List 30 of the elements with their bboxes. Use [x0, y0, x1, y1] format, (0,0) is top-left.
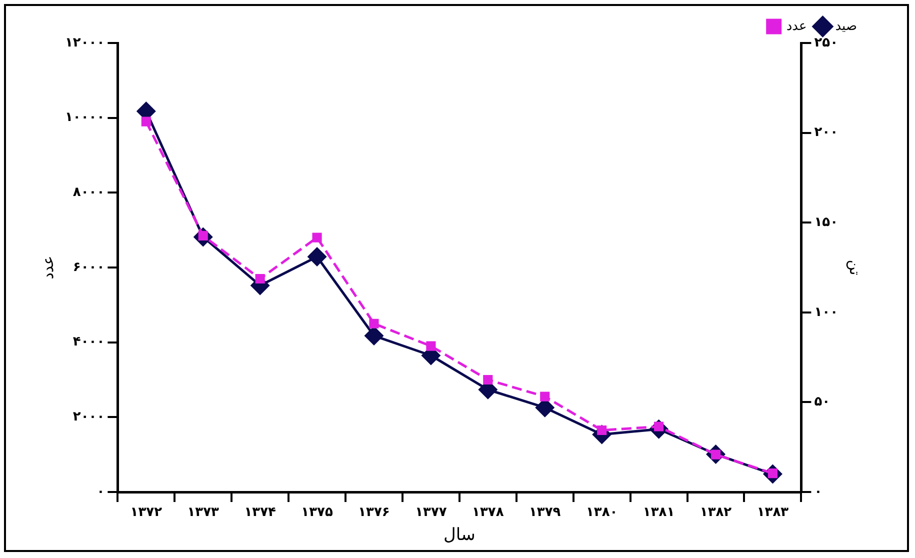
y2-tick-label: ۱۵۰: [814, 214, 838, 230]
x-tick-label: ۱۳۷۳: [187, 505, 220, 520]
legend-label: عدد: [786, 18, 807, 34]
x-tick-label: ۱۳۷۵: [301, 505, 333, 520]
x-axis-title: سال: [444, 525, 476, 546]
x-tick-label: ۱۳۷۷: [415, 505, 447, 520]
x-tick-label: ۱۳۷۶: [358, 505, 390, 520]
y-tick-label: ۸۰۰۰: [72, 185, 105, 200]
y-tick-label: ۰: [96, 484, 105, 500]
x-tick-label: ۱۳۸۳: [756, 505, 789, 520]
y-tick-label: ۲۰۰۰: [72, 410, 105, 425]
x-tick-label: ۱۳۸۱: [642, 505, 675, 520]
y2-tick-label: ۰: [814, 484, 822, 500]
y-tick-label: ۴۰۰۰: [72, 334, 105, 350]
y2-tick-label: ۵۰: [814, 394, 830, 410]
y2-axis-title: تن: [846, 260, 864, 276]
x-tick-label: ۱۳۸۰: [586, 505, 618, 520]
y2-tick-label: ۱۰۰: [814, 304, 838, 320]
x-tick-label: ۱۳۷۴: [244, 505, 276, 520]
legend-label: صید: [835, 18, 858, 34]
y-axis-title: عدد: [38, 256, 57, 280]
x-tick-label: ۱۳۸۲: [700, 505, 732, 520]
y-tick-label: ۶۰۰۰: [72, 260, 105, 275]
x-tick-label: ۱۳۷۸: [472, 505, 504, 520]
x-tick-label: ۱۳۷۲: [130, 505, 162, 520]
y2-tick-label: ۲۵۰: [814, 35, 838, 50]
x-tick-label: ۱۳۷۹: [529, 505, 561, 520]
y-tick-label: ۱۲۰۰۰: [64, 35, 105, 50]
y2-tick-label: ۲۰۰: [814, 125, 838, 140]
y-tick-label: ۱۰۰۰۰: [64, 110, 105, 126]
